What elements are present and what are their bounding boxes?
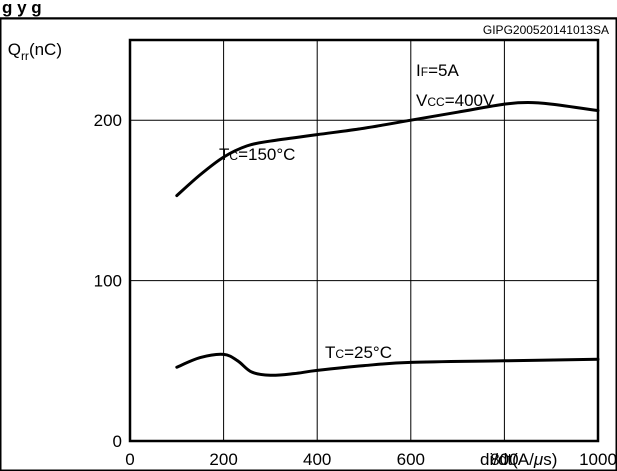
x-tick-label: 800 — [490, 450, 518, 469]
series-label-150c: TC=150°C — [219, 145, 295, 164]
plot-frame — [128, 38, 600, 443]
series-layer — [175, 101, 600, 377]
x-tick-label: 600 — [397, 450, 425, 469]
y-axis-label: Qrr(nC) — [8, 40, 62, 63]
series-line-0 — [175, 101, 600, 198]
series-label-25c: TC=25°C — [325, 343, 392, 362]
x-tick-label: 200 — [209, 450, 237, 469]
tick-labels: 0 200 400 600 800 1000 0 100 200 — [94, 111, 617, 469]
x-tick-label: 1000 — [579, 450, 617, 469]
series-line-1 — [175, 352, 600, 377]
x-tick-label: 0 — [125, 450, 134, 469]
x-tick-label: 400 — [303, 450, 331, 469]
condition-current: IF=5A — [416, 61, 459, 80]
grid — [130, 40, 598, 441]
outer-frame — [0, 18, 617, 471]
condition-voltage: VCC=400V — [416, 91, 495, 110]
x-axis-label: di/dt(A/μs) — [480, 450, 557, 469]
figure-code: GIPG200520141013SA — [483, 23, 609, 37]
y-tick-label: 100 — [94, 272, 122, 291]
y-tick-label: 0 — [113, 432, 122, 451]
y-tick-label: 200 — [94, 111, 122, 130]
header-fragment: g y g — [2, 0, 42, 17]
